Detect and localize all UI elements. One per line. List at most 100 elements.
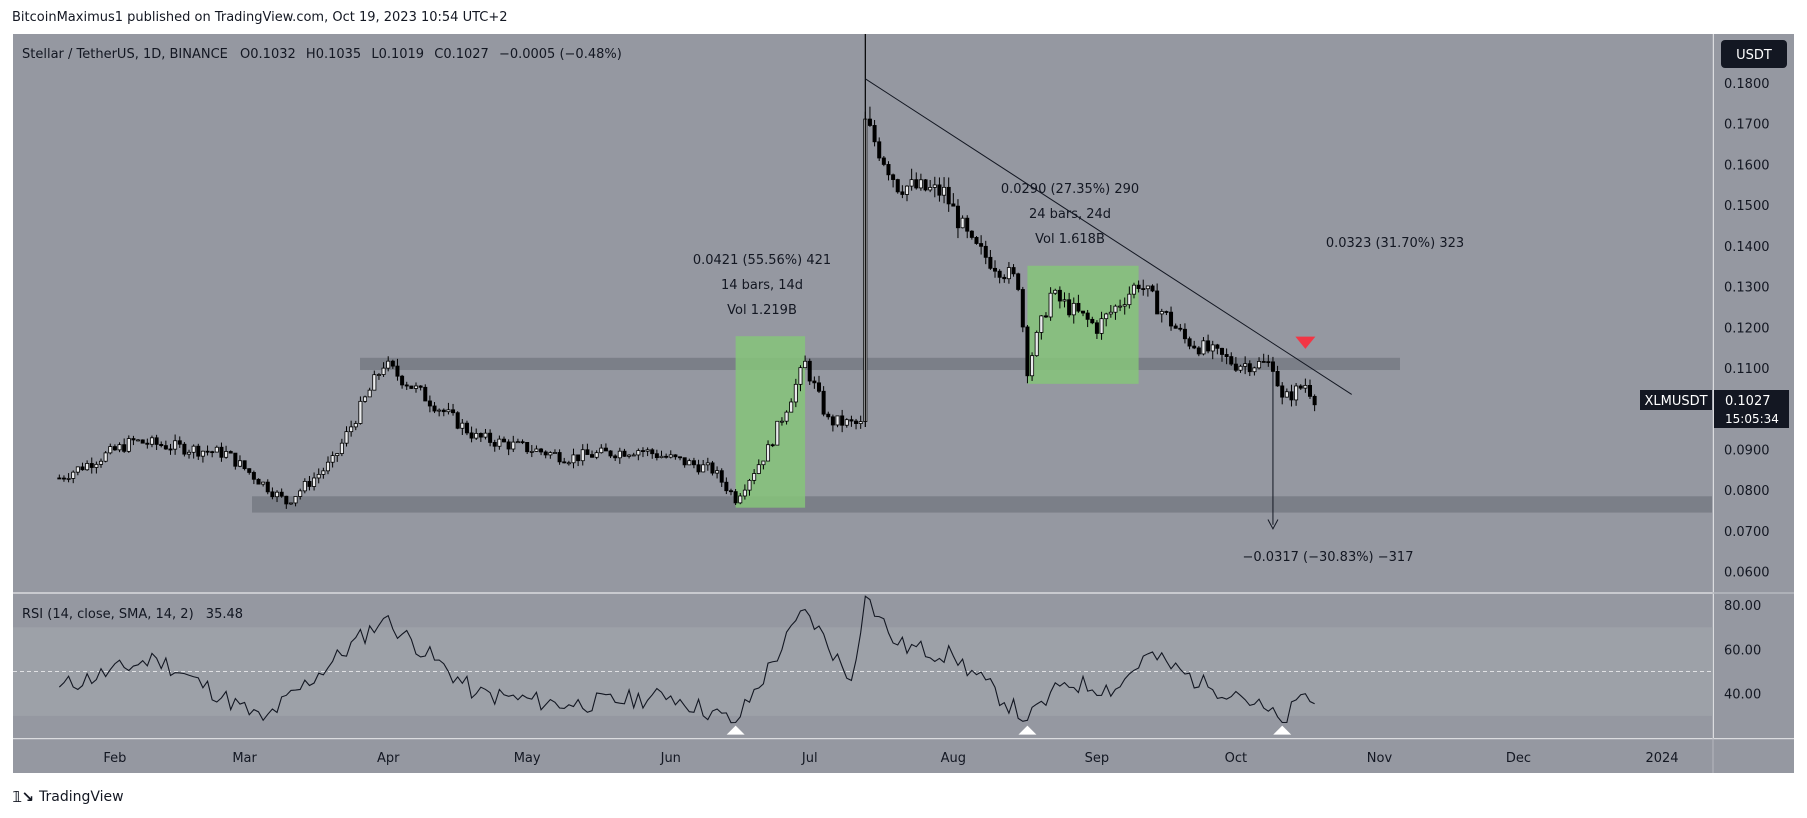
price-tick-label: 0.1100 — [1724, 362, 1770, 377]
candle-body — [1173, 325, 1178, 329]
candle-body — [446, 409, 451, 413]
candle-body — [1284, 391, 1289, 398]
price-tick-label: 0.0600 — [1724, 566, 1770, 581]
legend-c-label: C — [434, 47, 443, 62]
candle-body — [478, 432, 483, 438]
legend-open: 0.1032 — [250, 47, 296, 62]
rsi-tick-label: 40.00 — [1724, 688, 1761, 703]
price-tick-label: 0.1800 — [1724, 77, 1770, 92]
candle-body — [1127, 293, 1132, 306]
candle-body — [1298, 385, 1303, 389]
currency-badge[interactable]: USDT — [1721, 40, 1787, 68]
legend-high: 0.1035 — [316, 47, 362, 62]
candle-body — [168, 448, 173, 451]
candle-body — [265, 481, 270, 493]
red-down-marker — [1295, 336, 1316, 349]
candle-body — [798, 367, 803, 385]
time-tick-label: Jul — [801, 751, 818, 766]
candle-body — [807, 360, 812, 382]
candle-body — [1233, 363, 1238, 371]
price-tick-label: 0.0900 — [1724, 443, 1770, 458]
rsi-bullish-marker — [1273, 725, 1292, 735]
candle-body — [1294, 385, 1299, 401]
candle-body — [923, 179, 928, 191]
candle-body — [441, 409, 446, 413]
price-tag-price: 0.1027 — [1725, 394, 1771, 409]
highlight-boxes — [735, 265, 1139, 508]
candle-body — [1020, 289, 1025, 328]
candle-body — [247, 468, 252, 473]
candle-body — [1270, 361, 1275, 372]
candle-body — [122, 444, 127, 452]
support-zone — [360, 357, 1400, 371]
candle-body — [529, 451, 534, 453]
candle-body — [1085, 312, 1090, 320]
publisher-line: BitcoinMaximus1 published on TradingView… — [12, 10, 508, 25]
candle-body — [738, 495, 743, 504]
candle-body — [1067, 299, 1072, 316]
candle-body — [1201, 340, 1206, 355]
candle-body — [363, 396, 368, 402]
candle-body — [191, 445, 196, 453]
rsi-legend: RSI (14, close, SMA, 14, 2) 35.48 — [22, 607, 243, 622]
symbol-legend: Stellar / TetherUS, 1D, BINANCE O0.1032 … — [22, 47, 622, 62]
candle-body — [960, 217, 965, 229]
candle-body — [696, 464, 701, 473]
candle-body — [367, 389, 372, 398]
candle-body — [270, 491, 275, 498]
candle-body — [1155, 290, 1160, 315]
candle-body — [339, 442, 344, 454]
candle-body — [492, 442, 497, 447]
candle-body — [488, 432, 493, 443]
candle-body — [613, 455, 618, 459]
support-zones — [252, 357, 1712, 513]
candle-body — [89, 463, 94, 468]
candle-body — [381, 367, 386, 375]
candle-body — [543, 451, 548, 456]
down-projection-label: −0.0317 (−30.83%) −317 — [1243, 550, 1414, 565]
candle-body — [1071, 302, 1076, 316]
candle-body — [214, 446, 219, 453]
candle-body — [784, 411, 789, 422]
candle-body — [594, 452, 599, 458]
candle-body — [173, 440, 178, 450]
candle-body — [149, 437, 154, 445]
candle-body — [789, 401, 794, 413]
candle-body — [80, 466, 85, 471]
candle-body — [261, 481, 266, 485]
up-projection-label: 0.0323 (31.70%) 323 — [1326, 236, 1464, 251]
candle-body — [451, 409, 456, 414]
price-tag[interactable]: XLMUSDT 0.1027 15:05:34 — [1640, 390, 1789, 428]
candle-body — [844, 419, 849, 426]
candle-body — [645, 449, 650, 452]
candle-body — [932, 184, 937, 188]
time-tick-label: Dec — [1506, 751, 1531, 766]
candle-body — [580, 449, 585, 462]
candle-body — [335, 453, 340, 456]
candle-body — [951, 203, 956, 207]
candle-body — [752, 473, 757, 481]
time-tick-label: Apr — [377, 751, 400, 766]
candle-body — [756, 464, 761, 474]
candle-body — [502, 438, 507, 443]
candle-body — [1011, 267, 1016, 275]
candle-body — [1104, 313, 1109, 320]
footer: 𝟙↘ TradingView — [12, 788, 124, 806]
legend-o-label: O — [240, 47, 250, 62]
highlight-box — [735, 336, 806, 508]
candle-body — [497, 438, 502, 447]
candle-body — [701, 464, 706, 473]
candle-body — [988, 256, 993, 269]
candle-body — [279, 491, 284, 497]
footer-brand: TradingView — [39, 789, 124, 805]
time-axis-bg — [13, 739, 1794, 773]
candle-body — [576, 454, 581, 462]
candle-body — [1094, 322, 1099, 334]
box2-line1: 0.0290 (27.35%) 290 — [1001, 182, 1139, 197]
legend-h-label: H — [306, 47, 316, 62]
candle-body — [418, 385, 423, 388]
candle-body — [330, 455, 335, 463]
candle-body — [251, 472, 256, 480]
candle-body — [631, 454, 636, 457]
